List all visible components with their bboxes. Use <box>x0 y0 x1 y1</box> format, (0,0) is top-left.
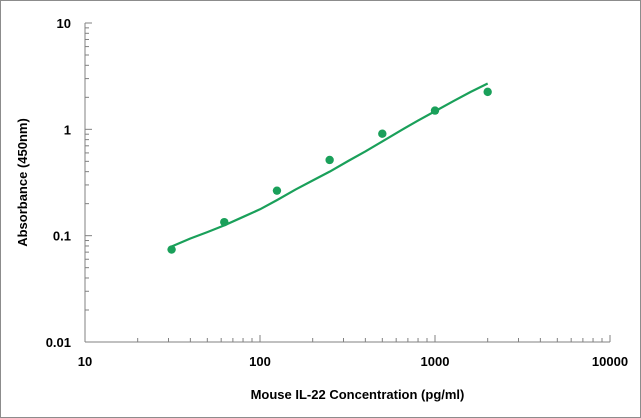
data-point <box>430 106 440 115</box>
fit-curve <box>171 82 489 248</box>
y-tick-label: 0.1 <box>53 229 71 244</box>
x-ticks: 10 100 1000 10000 <box>78 335 628 369</box>
data-point <box>483 87 492 97</box>
x-tick-label: 10 <box>78 354 92 369</box>
y-tick-label: 10 <box>57 16 71 31</box>
data-points <box>167 87 492 254</box>
data-point <box>220 217 229 227</box>
data-point <box>167 245 176 254</box>
axes <box>84 23 610 343</box>
data-point <box>378 129 387 138</box>
x-axis-title: Mouse IL-22 Concentration (pg/ml) <box>251 387 465 402</box>
y-tick-label: 0.01 <box>46 335 71 350</box>
fit-curve-group <box>171 82 489 248</box>
y-ticks: 0.01 0.1 1 10 <box>46 16 92 350</box>
data-point <box>325 155 334 165</box>
x-tick-label: 1000 <box>421 354 450 369</box>
y-axis-title: Absorbance (450nm) <box>15 118 30 247</box>
y-tick-label: 1 <box>64 122 71 137</box>
x-tick-label: 10000 <box>592 354 628 369</box>
x-tick-label: 100 <box>249 354 271 369</box>
data-point <box>272 186 282 195</box>
